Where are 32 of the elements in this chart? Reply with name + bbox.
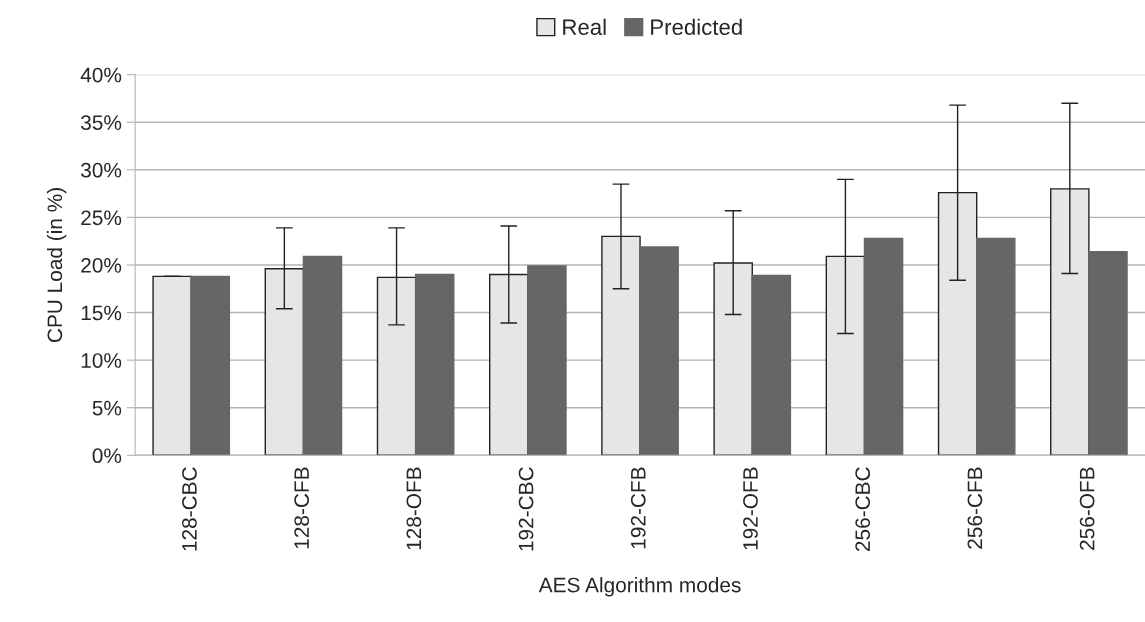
bar: [302, 255, 343, 456]
y-tick-label: 40%: [80, 67, 122, 83]
bar: [863, 237, 904, 456]
x-tick-label: 128-CBC: [182, 467, 197, 551]
x-tick-label: 128-CFB: [294, 467, 310, 549]
y-tick-label: 5%: [92, 400, 122, 416]
bar: [1088, 250, 1128, 456]
legend-label: Predicted: [651, 18, 742, 36]
legend-label: Real: [563, 18, 606, 36]
x-tick-label: 256-CFB: [967, 467, 983, 549]
x-tick-label: 256-OFB: [1079, 467, 1095, 550]
y-tick-label: 15%: [81, 305, 122, 321]
x-tick-label: 192-CBC: [518, 467, 534, 551]
bar: [751, 274, 792, 456]
x-tick-label: 192-CFB: [630, 467, 646, 549]
y-tick-label: 10%: [81, 353, 122, 368]
bar: [639, 246, 679, 456]
y-tick-label: 30%: [81, 162, 122, 178]
x-tick-label: 128-OFB: [406, 467, 422, 550]
bar: [975, 237, 1016, 456]
y-tick-label: 25%: [81, 210, 122, 226]
bar: [527, 265, 567, 456]
bar: [152, 275, 192, 456]
bar: [190, 275, 231, 456]
y-tick-label: 20%: [81, 257, 122, 273]
x-tick-label: 256-CBC: [855, 467, 871, 552]
x-tick-label: 192-OFB: [743, 467, 758, 550]
x-axis-title: AES Algorithm modes: [538, 577, 741, 597]
y-tick-label: 35%: [81, 115, 122, 130]
bar: [414, 273, 455, 456]
y-tick-label: 0%: [92, 448, 122, 464]
y-axis-title: CPU Load (in %): [46, 188, 67, 343]
